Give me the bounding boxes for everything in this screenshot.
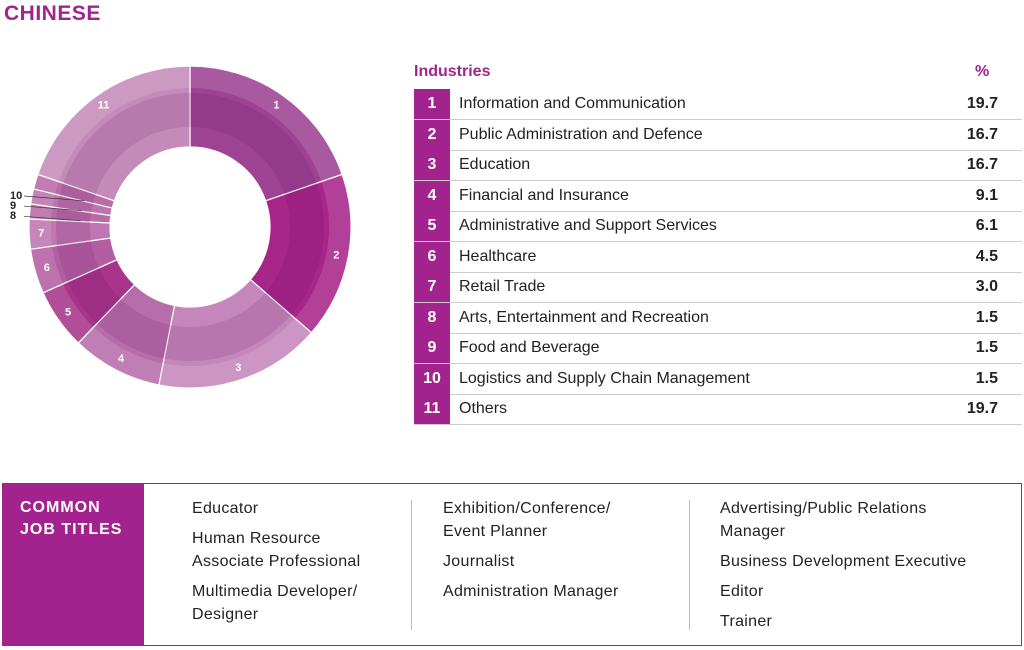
- table-row: 9 Food and Beverage 1.5: [414, 333, 1022, 364]
- slice-label: 9: [10, 200, 16, 212]
- table-row: 1 Information and Communication 19.7: [414, 89, 1022, 120]
- table-row: 11 Others 19.7: [414, 394, 1022, 425]
- donut-slice: [37, 65, 191, 202]
- job-titles-heading: COMMON JOB TITLES: [3, 484, 144, 645]
- industry-percent: 16.7: [966, 125, 998, 143]
- page-title: CHINESE: [4, 2, 101, 25]
- slice-label: 3: [235, 362, 241, 374]
- industry-name: Administrative and Support Services: [459, 217, 717, 234]
- donut-slice: [189, 65, 343, 202]
- job-title: Associate Professional: [192, 553, 361, 570]
- industry-name: Education: [459, 156, 531, 173]
- leader-line: [23, 205, 83, 212]
- row-number: 3: [414, 150, 450, 180]
- job-title: Multimedia Developer/: [192, 583, 358, 600]
- job-title: Trainer: [720, 613, 773, 630]
- job-title: Administration Manager: [443, 583, 619, 600]
- industry-percent: 1.5: [975, 339, 998, 356]
- table-row: 6 Healthcare 4.5: [414, 241, 1022, 273]
- slice-label: 6: [44, 262, 50, 274]
- row-number: 10: [414, 363, 450, 394]
- table-row: 3 Education 16.7: [414, 150, 1022, 181]
- industry-percent: 3.0: [975, 278, 998, 295]
- industry-percent: 6.1: [975, 217, 998, 234]
- job-title: Exhibition/Conference/: [443, 500, 611, 517]
- divider: [411, 500, 412, 630]
- slice-label: 4: [118, 353, 125, 365]
- slice-label: 8: [10, 210, 16, 222]
- divider: [689, 500, 690, 630]
- row-number: 8: [414, 302, 450, 333]
- table-row: 10 Logistics and Supply Chain Management 1…: [414, 363, 1022, 395]
- slice-label: 1: [273, 100, 279, 112]
- industry-percent: 19.7: [966, 400, 998, 417]
- row-number: 6: [414, 241, 450, 272]
- industry-name: Public Administration and Defence: [459, 125, 703, 143]
- heading-line: JOB TITLES: [20, 521, 123, 538]
- job-title: Editor: [720, 583, 764, 600]
- job-title: Educator: [192, 500, 259, 517]
- slice-label: 10: [10, 190, 22, 202]
- job-titles-box: COMMON JOB TITLES Educator Human Resource A…: [2, 483, 1022, 646]
- slice-label: 5: [65, 307, 71, 319]
- job-title: Journalist: [443, 553, 515, 570]
- job-title: Manager: [720, 523, 786, 540]
- table-value-header: %: [975, 63, 990, 80]
- table-header: Industries: [414, 63, 491, 80]
- job-title: Human Resource: [192, 530, 321, 547]
- industry-percent: 9.1: [975, 186, 998, 204]
- ring-shade: [29, 66, 351, 388]
- row-number: 1: [414, 89, 450, 119]
- row-number: 2: [414, 119, 450, 150]
- slice-label: 7: [38, 227, 44, 239]
- industry-percent: 1.5: [975, 369, 998, 387]
- industry-name: Others: [459, 400, 508, 417]
- leader-line: [23, 215, 81, 222]
- industry-percent: 16.7: [966, 156, 998, 173]
- row-number: 11: [414, 394, 450, 424]
- job-title: Designer: [192, 606, 259, 623]
- industry-name: Logistics and Supply Chain Management: [459, 369, 750, 387]
- industry-name: Retail Trade: [459, 278, 546, 295]
- leader-line: [23, 195, 85, 202]
- row-number: 9: [414, 333, 450, 363]
- job-title: Event Planner: [443, 523, 548, 540]
- industry-name: Arts, Entertainment and Recreation: [459, 308, 709, 326]
- job-title: Business Development Executive: [720, 553, 967, 570]
- row-number: 5: [414, 211, 450, 241]
- ring-shade: [56, 93, 324, 361]
- slice-label: 2: [333, 249, 339, 261]
- table-row: 7 Retail Trade 3.0: [414, 272, 1022, 303]
- industry-percent: 19.7: [966, 95, 998, 112]
- table-row: 8 Arts, Entertainment and Recreation 1.5: [414, 302, 1022, 334]
- row-number: 4: [414, 180, 450, 211]
- industry-name: Information and Communication: [459, 95, 686, 112]
- heading-line: COMMON: [20, 499, 101, 516]
- row-number: 7: [414, 272, 450, 302]
- table-row: 5 Administrative and Support Services 6.1: [414, 211, 1022, 242]
- industry-name: Food and Beverage: [459, 339, 600, 356]
- industry-percent: 1.5: [975, 308, 998, 326]
- table-row: 2 Public Administration and Defence 16.7: [414, 119, 1022, 151]
- table-row: 4 Financial and Insurance 9.1: [414, 180, 1022, 212]
- slice-label: 11: [98, 100, 110, 112]
- industry-percent: 4.5: [975, 247, 998, 265]
- job-title: Advertising/Public Relations: [720, 500, 927, 517]
- industry-name: Financial and Insurance: [459, 186, 629, 204]
- industry-name: Healthcare: [459, 247, 537, 265]
